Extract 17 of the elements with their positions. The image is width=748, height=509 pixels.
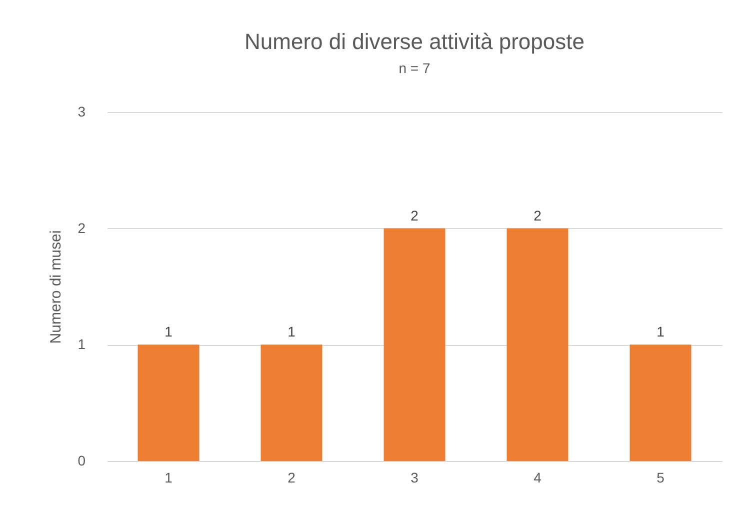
data-label: 2 bbox=[534, 207, 542, 224]
y-axis-title: Numero di musei bbox=[48, 230, 65, 344]
data-label: 1 bbox=[288, 324, 296, 340]
data-label: 2 bbox=[410, 207, 419, 224]
x-tick-label: 3 bbox=[410, 470, 419, 486]
data-label: 1 bbox=[164, 324, 173, 340]
x-tick-label: 4 bbox=[534, 470, 542, 486]
data-label: 1 bbox=[656, 324, 665, 340]
chart-title: Numero di diverse attività proposte bbox=[244, 29, 584, 54]
y-tick-label: 0 bbox=[78, 452, 86, 468]
chart-subtitle: n = 7 bbox=[398, 60, 430, 76]
y-tick-label: 1 bbox=[78, 336, 86, 352]
y-tick-label: 3 bbox=[78, 104, 86, 120]
x-tick-label: 2 bbox=[288, 470, 296, 486]
x-tick-label: 5 bbox=[656, 470, 665, 486]
x-tick-label: 1 bbox=[164, 470, 173, 486]
y-tick-label: 2 bbox=[78, 220, 86, 236]
